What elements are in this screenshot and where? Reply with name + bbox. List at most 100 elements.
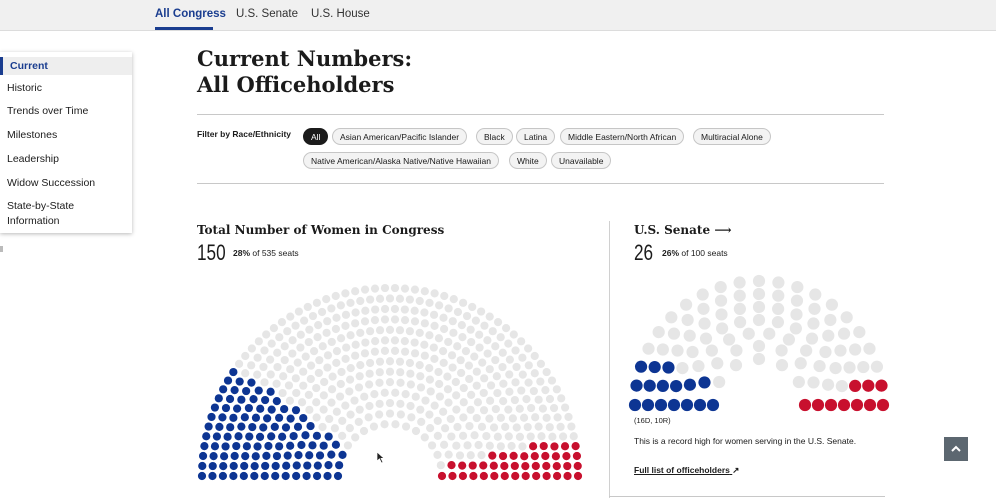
congress-seat-democrat [235,377,244,386]
congress-seat-democrat [251,413,261,422]
tab-us-house[interactable]: U.S. House [311,8,370,20]
filter-unavailable[interactable]: Unavailable [551,152,612,169]
congress-seat-empty [472,381,481,390]
filter-middle-eastern-north-african[interactable]: Middle Eastern/North African [560,128,685,145]
tab-all-congress[interactable]: All Congress [155,8,226,20]
congress-seat-empty [253,353,262,362]
congress-seat-empty [360,349,370,358]
filter-multiracial-alone[interactable]: Multiracial Alone [693,128,771,145]
congress-seat-empty [524,378,533,387]
congress-seat-empty [530,351,539,361]
tab-us-senate[interactable]: U.S. Senate [236,8,299,20]
filter-all[interactable]: All [303,128,329,145]
sidebar-item-current[interactable]: Current [0,57,132,75]
congress-seat-empty [327,304,336,313]
congress-seat-empty [560,403,570,412]
senate-seat-empty [775,359,789,372]
congress-seat-empty [390,283,400,293]
congress-seat-empty [518,353,527,362]
congress-seat-empty [309,347,319,356]
congress-seat-empty [433,450,442,459]
sidebar-item-historic[interactable]: Historic [7,82,43,94]
filter-native-american[interactable]: Native American/Alaska Native/Native Haw… [303,152,499,169]
full-list-link[interactable]: Full list of officeholders ↗ [634,465,739,476]
senate-seat-empty [790,308,803,321]
senate-seat-democrat [670,379,683,393]
senate-seat-empty [714,280,727,294]
full-list-link-label[interactable]: Full list of officeholders [634,465,730,475]
filter-latina[interactable]: Latina [516,128,556,145]
congress-seat-republican [509,451,518,461]
congress-seat-empty [385,367,395,376]
congress-seat-empty [522,395,531,404]
sidebar-item-trends-over-time[interactable]: Trends over Time [7,105,89,117]
congress-seat-empty [439,358,448,367]
congress-seat-democrat [272,451,282,461]
congress-seat-empty [457,368,466,378]
congress-seat-empty [360,392,369,401]
congress-seat-democrat [301,431,310,440]
congress-seat-democrat [251,452,260,461]
congress-seat-empty [461,347,471,356]
congress-seat-empty [553,413,562,422]
congress-seat-empty [277,318,287,327]
congress-seat-empty [407,413,416,422]
senate-heading[interactable]: U.S. Senate [634,223,711,237]
congress-seat-empty [318,342,327,351]
congress-count: 150 [197,240,226,265]
back-to-top-button[interactable] [944,437,968,461]
congress-seat-empty [385,294,395,303]
senate-seat-empty [775,344,788,357]
congress-seat-empty [444,304,453,313]
senate-seat-empty [686,345,699,359]
congress-seat-empty [385,409,395,418]
congress-seat-empty [453,342,462,351]
senate-seat-empty [696,288,709,301]
congress-seat-empty [375,399,384,408]
senate-seat-republican [824,398,838,412]
congress-seat-empty [312,383,321,393]
congress-seat-empty [267,339,276,348]
congress-seat-empty [421,396,430,405]
senate-seat-republican [875,379,888,392]
senate-seat-empty [742,327,755,340]
sidebar-item-state-by-state-line2[interactable]: Information [7,215,60,227]
congress-seat-empty [395,326,405,335]
sidebar-item-milestones[interactable]: Milestones [7,129,58,141]
sidebar-item-leadership[interactable]: Leadership [7,153,59,165]
congress-seat-republican [573,461,582,471]
congress-seat-democrat [200,442,209,451]
congress-seat-empty [279,372,288,381]
sidebar-item-state-by-state[interactable]: State-by-State [7,200,75,212]
congress-seat-democrat [202,432,211,441]
congress-seat-empty [552,385,561,394]
congress-seat-democrat [281,471,290,481]
congress-seat-empty [345,375,355,384]
senate-seat-empty [800,344,813,357]
congress-seat-empty [385,357,395,366]
congress-seat-empty [531,413,540,422]
congress-seat-democrat [306,421,315,431]
filter-white[interactable]: White [509,152,547,169]
senate-seat-empty [772,276,785,289]
congress-seat-empty [260,346,269,355]
congress-seat-empty [332,407,341,416]
congress-seat-empty [488,327,497,336]
congress-seat-republican [563,471,572,481]
senate-seat-democrat [648,360,661,374]
senate-seat-empty [713,375,726,389]
congress-seat-empty [541,386,550,395]
congress-seat-empty [241,369,250,378]
congress-seat-empty [385,398,395,408]
senate-heading-link[interactable]: U.S. Senate ⟶ [634,223,732,237]
congress-seat-empty [518,442,527,451]
senate-seat-empty [716,322,729,335]
congress-seat-empty [370,389,379,399]
filter-asian-american-pacific-islander[interactable]: Asian American/Pacific Islander [332,128,468,145]
sidebar-item-widow-succession[interactable]: Widow Succession [7,177,96,189]
senate-seat-democrat [693,398,707,412]
filter-black[interactable]: Black [476,128,513,145]
congress-seat-empty [371,305,380,314]
congress-seat-democrat [264,441,273,451]
congress-seat-empty [459,298,468,307]
